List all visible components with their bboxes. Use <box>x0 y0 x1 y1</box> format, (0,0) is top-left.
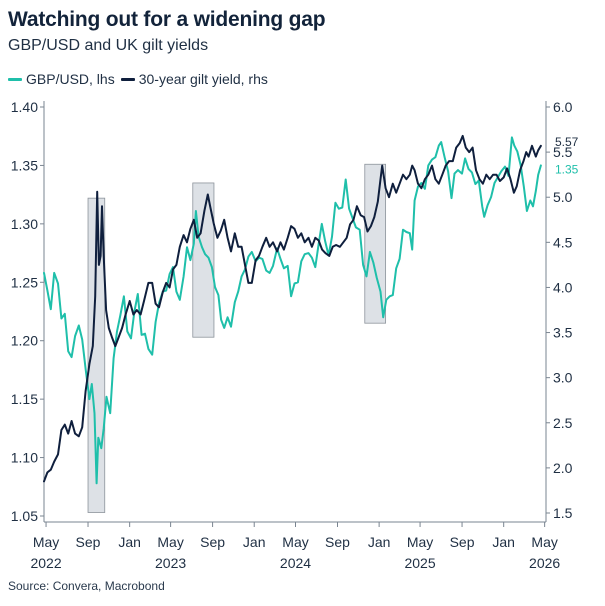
gbpusd-series-line <box>43 136 542 485</box>
x-tick-label-month: May <box>282 534 308 550</box>
x-tick-label-month: May <box>157 534 183 550</box>
left-tick-label: 1.35 <box>11 157 38 173</box>
x-tick-label-month: Jan <box>492 534 515 550</box>
tick-labels: 1.05 1.10 1.15 1.20 1.25 1.30 1.35 1.40 1.5 2.0 2.… <box>11 99 579 571</box>
series-lines <box>43 134 542 485</box>
x-tick-label-month: Sep <box>76 534 101 550</box>
x-tick-label-month: Jan <box>118 534 141 550</box>
legend-label-gbpusd: GBP/USD, lhs <box>26 71 115 87</box>
highlight-box-2 <box>192 182 215 338</box>
left-tick-label: 1.30 <box>11 216 38 232</box>
right-tick-label: 3.5 <box>553 325 573 341</box>
x-tick-label-month: Sep <box>450 534 475 550</box>
legend-label-gilt-yield: 30-year gilt yield, rhs <box>138 71 268 87</box>
right-tick-label: 6.0 <box>553 99 573 115</box>
right-tick-label: 5.5 <box>553 144 573 160</box>
right-tick-label: 4.5 <box>553 234 573 250</box>
x-tick-label-month: May <box>531 534 557 550</box>
gbpusd-last-value-label: 1.35 <box>555 162 579 176</box>
legend-item-gbpusd: GBP/USD, lhs <box>8 71 115 87</box>
left-tick-label: 1.10 <box>11 450 38 466</box>
chart-axes <box>40 101 550 527</box>
right-tick-label: 3.0 <box>553 370 573 386</box>
x-tick-label-month: Sep <box>325 534 350 550</box>
right-tick-label: 1.5 <box>553 505 573 521</box>
x-tick-label-year: 2023 <box>155 555 186 571</box>
legend-swatch-gbpusd <box>8 77 22 81</box>
x-tick-label-month: Jan <box>243 534 266 550</box>
right-tick-label: 4.0 <box>553 279 573 295</box>
x-tick-label-month: Jan <box>368 534 391 550</box>
right-tick-label: 2.5 <box>553 415 573 431</box>
right-tick-label: 5.0 <box>553 189 573 205</box>
gilt-yield-series-line <box>43 134 542 483</box>
chart-title: Watching out for a widening gap <box>8 8 326 31</box>
left-tick-label: 1.05 <box>11 508 38 524</box>
right-tick-label: 2.0 <box>553 460 573 476</box>
x-tick-label-year: 2025 <box>404 555 435 571</box>
x-tick-label-month: Sep <box>200 534 225 550</box>
left-tick-label: 1.20 <box>11 333 38 349</box>
x-tick-label-year: 2024 <box>280 555 311 571</box>
left-tick-label: 1.40 <box>11 99 38 115</box>
x-tick-label-month: May <box>33 534 59 550</box>
gilt-last-value-label: 5.57 <box>555 135 579 149</box>
chart-subtitle: GBP/USD and UK gilt yields <box>8 37 209 54</box>
x-tick-label-year: 2022 <box>30 555 61 571</box>
left-tick-label: 1.25 <box>11 274 38 290</box>
highlight-boxes <box>87 163 387 513</box>
left-tick-label: 1.15 <box>11 391 38 407</box>
x-tick-label-month: May <box>407 534 433 550</box>
legend-swatch-gilt-yield <box>120 77 135 81</box>
highlight-box-3 <box>364 163 387 324</box>
legend: GBP/USD, lhs 30-year gilt yield, rhs <box>8 71 274 87</box>
legend-item-gilt-yield: 30-year gilt yield, rhs <box>120 71 268 87</box>
source-note: Source: Convera, Macrobond <box>8 579 165 593</box>
x-tick-label-year: 2026 <box>529 555 560 571</box>
